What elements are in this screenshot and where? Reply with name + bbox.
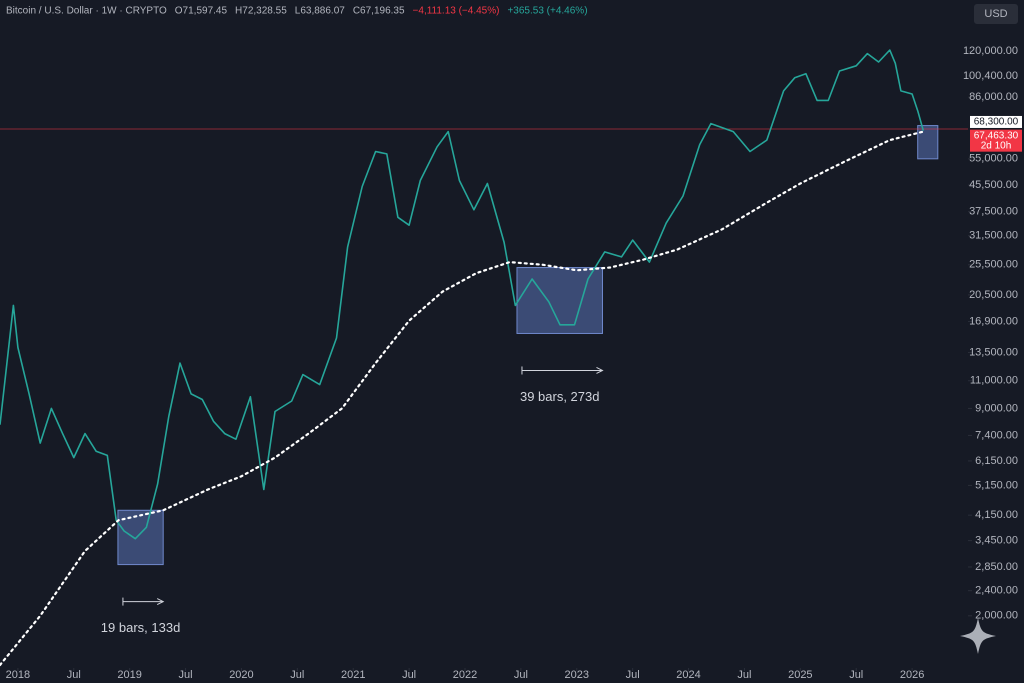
y-tick-label: 55,000.00 [969,153,1018,165]
x-tick-label: Jul [290,669,304,681]
y-tick-label: 31,500.00 [969,230,1018,242]
highlight-box [917,125,939,160]
x-tick-label: Jul [626,669,640,681]
y-tick-label: 2,850.00 [975,561,1018,573]
x-tick-label: Jul [402,669,416,681]
y-tick-label: 11,000.00 [970,375,1018,387]
header-item: −4,111.13 (−4.45%) [413,6,500,17]
y-tick-label: 86,000.00 [969,91,1018,103]
price-tag-label: 68,300.00 [974,117,1019,128]
moving-average [0,130,925,667]
header-item: O71,597.45 [175,6,228,17]
x-tick-label: 2026 [900,669,924,681]
x-tick-label: Jul [849,669,863,681]
header-item: +365.53 (+4.46%) [507,6,587,17]
y-tick-label: 7,400.00 [975,429,1018,441]
x-tick-label: 2019 [117,669,141,681]
measure-head [596,367,604,374]
last-price-label: 67,463.30 [974,130,1019,141]
price-series [0,49,925,540]
header-item: H72,328.55 [235,6,287,17]
currency[interactable]: USD [984,8,1007,20]
x-tick-label: 2018 [6,669,30,681]
y-tick-label: 25,500.00 [969,259,1018,271]
measure-label: 39 bars, 273d [520,389,600,404]
logo [960,618,996,654]
x-tick-label: 2024 [676,669,700,681]
x-tick-label: Jul [737,669,751,681]
y-tick-label: 9,000.00 [975,402,1018,414]
last-price-tag [970,129,1022,152]
x-tick-label: Jul [67,669,81,681]
y-tick-label: 3,450.00 [975,535,1018,547]
countdown: 2d 10h [981,140,1012,151]
price-tag [970,115,1022,128]
y-tick-label: 16,900.00 [969,315,1018,327]
x-tick-label: 2020 [229,669,253,681]
currency-button[interactable] [974,4,1018,24]
highlight-box [117,509,164,566]
measure-head [156,598,165,606]
x-tick-label: Jul [514,669,528,681]
y-tick-label: 2,000.00 [975,610,1018,622]
y-tick-label: 45,500.00 [969,179,1018,191]
x-tick-label: Jul [179,669,193,681]
y-tick-label: 6,150.00 [975,455,1018,467]
measure-label: 19 bars, 133d [101,620,181,635]
y-tick-label: 100,400.00 [963,70,1018,82]
y-tick-label: 120,000.00 [963,45,1018,57]
y-tick-label: 20,500.00 [969,289,1018,301]
x-tick-label: 2025 [788,669,812,681]
y-tick-label: 2,400.00 [975,585,1018,597]
y-tick-label: 13,500.00 [969,346,1018,358]
x-tick-label: 2021 [341,669,365,681]
header-item: Bitcoin / U.S. Dollar · 1W · CRYPTO [6,6,167,17]
header: Bitcoin / U.S. Dollar · 1W · CRYPTO O71,5… [6,6,588,17]
header-item: C67,196.35 [353,6,405,17]
x-tick-label: 2023 [565,669,589,681]
y-tick-label: 5,150.00 [975,479,1018,491]
y-tick-label: 37,500.00 [969,206,1018,218]
header-item: L63,886.07 [295,6,345,17]
x-tick-label: 2022 [453,669,477,681]
y-tick-label: 4,150.00 [975,509,1018,521]
